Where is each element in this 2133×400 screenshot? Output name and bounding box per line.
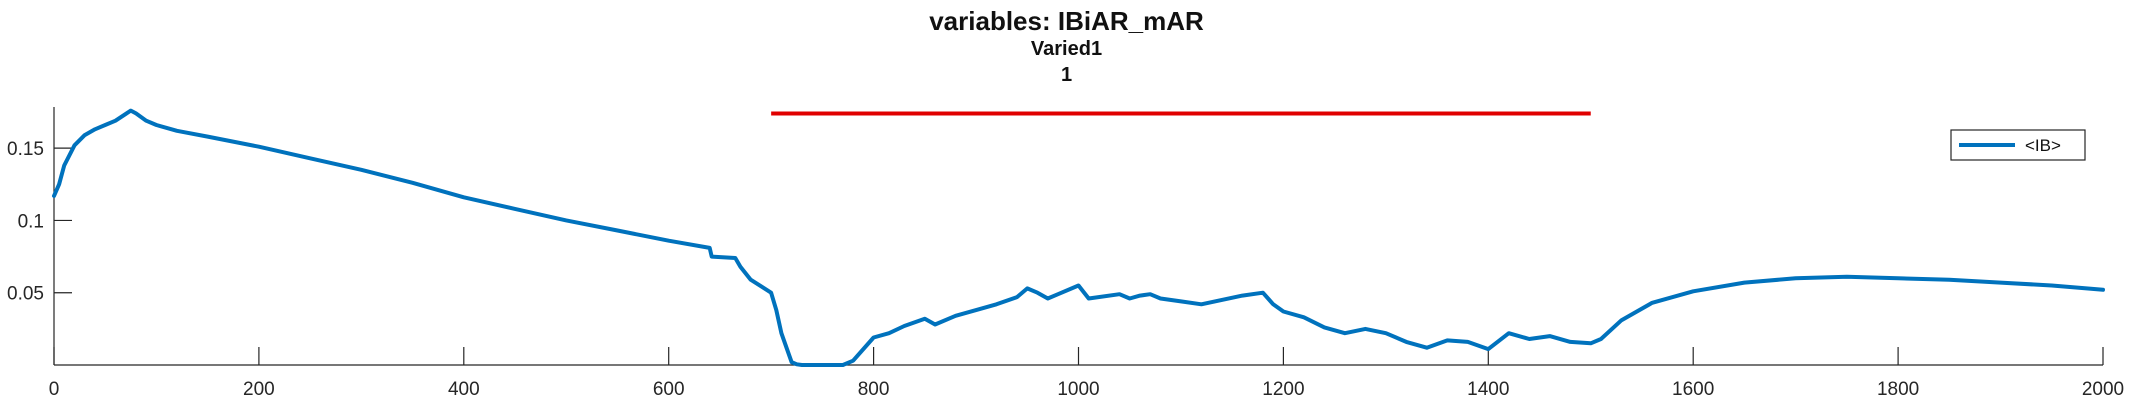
x-tick-label: 400 bbox=[448, 379, 480, 400]
y-tick-label: 0.15 bbox=[7, 139, 44, 160]
x-tick-label: 1400 bbox=[1467, 379, 1509, 400]
x-tick-label: 200 bbox=[243, 379, 275, 400]
title-block: variables: IBiAR_mAR Varied1 1 bbox=[0, 6, 2133, 88]
chart-title: variables: IBiAR_mAR bbox=[929, 6, 1204, 36]
x-tick-label: 600 bbox=[653, 379, 685, 400]
x-tick-label: 1200 bbox=[1262, 379, 1304, 400]
axes: 0 200 400 600 800 1000 1200 1400 1600 1800 2000 0.0… bbox=[7, 107, 2124, 400]
x-tick-label: 1600 bbox=[1672, 379, 1714, 400]
chart-marks bbox=[52, 108, 2105, 367]
x-tick-label: 1800 bbox=[1877, 379, 1919, 400]
chart-subtitle-index: 1 bbox=[1060, 64, 1073, 86]
chart-subtitle-varied: Varied1 bbox=[1030, 38, 1103, 60]
x-tick-label: 1000 bbox=[1057, 379, 1099, 400]
legend[interactable]: <IB> bbox=[1950, 129, 2086, 161]
legend-entry-label: <IB> bbox=[2025, 136, 2061, 155]
x-tick-label: 0 bbox=[49, 379, 60, 400]
series-line-ib bbox=[52, 108, 2105, 367]
x-tick-label: 2000 bbox=[2082, 379, 2124, 400]
y-tick-label: 0.05 bbox=[7, 284, 44, 305]
y-tick-label: 0.1 bbox=[18, 211, 44, 232]
x-tick-label: 800 bbox=[858, 379, 890, 400]
